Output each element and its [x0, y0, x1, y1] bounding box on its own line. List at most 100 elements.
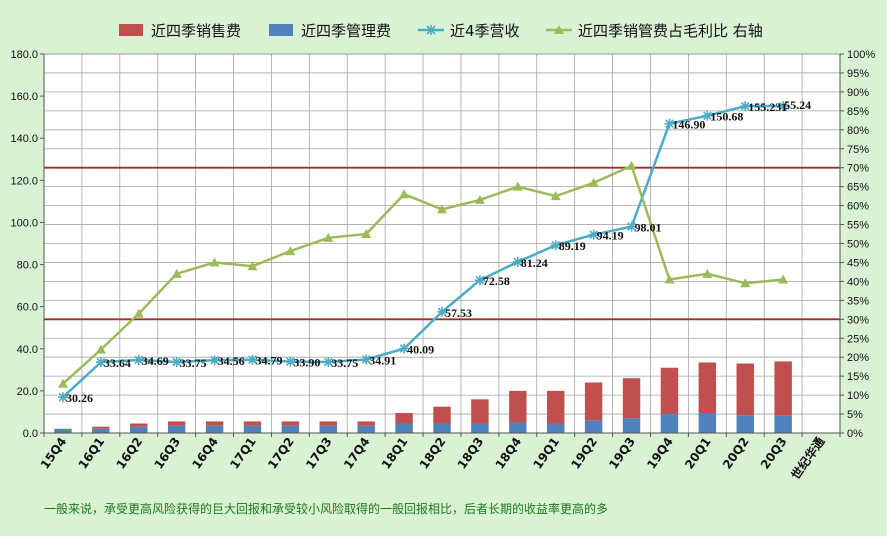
footnote: 一般来说，承受更高风险获得的巨大回报和承受较小风险取得的一般回报相比，后者长期的… [44, 501, 608, 516]
legend-swatch [119, 24, 143, 36]
admin-expense-bar [205, 425, 224, 433]
revenue-data-label: 34.69 [142, 354, 169, 368]
legend-label: 近四季销售费 [151, 22, 241, 40]
ratio-point [702, 268, 713, 278]
sales-expense-bar [54, 428, 72, 430]
revenue-point [626, 221, 637, 232]
admin-expense-bar [433, 423, 451, 433]
y2-tick-label: 75% [847, 144, 869, 156]
ratio-point [399, 189, 410, 199]
ratio-line [62, 164, 784, 385]
revenue-point [664, 118, 675, 129]
ratio-point [209, 257, 220, 267]
admin-expense-bar [92, 428, 110, 433]
revenue-data-label: 33.90 [293, 356, 320, 370]
y-tick-label: 0.0 [23, 428, 38, 440]
revenue-point [778, 101, 789, 112]
sales-expense-bar [130, 423, 148, 427]
admin-expense-bar [698, 412, 717, 433]
admin-expense-bar [281, 425, 300, 433]
y-tick-label: 140.0 [10, 133, 38, 145]
revenue-point [95, 357, 106, 368]
y2-tick-label: 60% [847, 201, 869, 213]
y2-tick-label: 55% [847, 220, 869, 232]
y-tick-label: 160.0 [10, 91, 38, 103]
ratio-point [247, 261, 258, 271]
revenue-data-label: 34.91 [369, 353, 396, 367]
admin-expense-bar [395, 423, 413, 433]
revenue-point [512, 256, 523, 267]
admin-expense-bar [471, 423, 489, 433]
ratio-point [588, 177, 599, 187]
revenue-point [474, 275, 485, 286]
sales-expense-bar [698, 362, 717, 413]
y-tick-label: 60.0 [17, 302, 38, 314]
admin-expense-bar [584, 420, 603, 433]
sales-expense-bar [319, 421, 338, 426]
admin-expense-bar [54, 429, 72, 433]
ratio-point [550, 191, 561, 201]
revenue-data-label: 34.79 [255, 354, 282, 368]
ratio-point [626, 160, 637, 170]
revenue-data-label: 72.58 [483, 274, 510, 288]
revenue-point [740, 101, 751, 112]
ratio-point [437, 204, 447, 214]
revenue-point [57, 392, 68, 403]
revenue-point [702, 110, 713, 121]
ratio-point [512, 181, 523, 191]
ratio-point [474, 194, 485, 204]
legend-label: 近4季营收 [450, 22, 520, 40]
revenue-data-label: 98.01 [635, 221, 662, 235]
y-tick-label: 120.0 [10, 175, 38, 187]
ratio-point [361, 229, 372, 239]
revenue-data-label: 81.24 [521, 256, 548, 270]
sales-expense-bar [433, 406, 451, 424]
y2-tick-label: 0% [847, 428, 863, 440]
y-tick-label: 40.0 [17, 344, 38, 356]
y-tick-label: 20.0 [17, 386, 38, 398]
admin-expense-bar [546, 423, 565, 433]
sales-expense-bar [395, 412, 413, 424]
revenue-point [209, 355, 220, 366]
y2-tick-label: 50% [847, 239, 869, 251]
ratio-point [740, 278, 751, 288]
revenue-data-label: 57.53 [445, 306, 472, 320]
admin-expense-bar [774, 415, 792, 433]
y2-tick-label: 95% [847, 68, 869, 80]
revenue-data-label: 155.231 [748, 100, 787, 114]
revenue-data-label: 33.75 [331, 356, 358, 370]
sales-expense-bar [243, 421, 262, 426]
admin-expense-bar [243, 425, 262, 433]
y2-tick-label: 70% [847, 163, 869, 175]
revenue-point [133, 354, 144, 365]
revenue-data-label: 55.24 [784, 98, 811, 112]
y2-tick-label: 85% [847, 106, 869, 118]
y2-tick-label: 100% [847, 49, 875, 61]
revenue-point [247, 354, 258, 365]
revenue-point [171, 356, 182, 367]
revenue-point [323, 356, 334, 367]
ratio-point [778, 274, 789, 284]
y-tick-label: 100.0 [10, 217, 38, 229]
sales-expense-bar [736, 363, 754, 416]
sales-expense-bar [92, 426, 110, 429]
ratio-point [171, 268, 182, 278]
legend-swatch [269, 24, 293, 36]
y2-tick-label: 15% [847, 371, 869, 383]
admin-expense-bar [167, 425, 186, 433]
sales-expense-bar [622, 378, 641, 419]
y2-tick-label: 10% [847, 390, 869, 402]
revenue-point [588, 229, 599, 240]
admin-expense-bar [130, 426, 148, 433]
revenue-data-label: 34.56 [218, 354, 245, 368]
admin-expense-bar [622, 418, 641, 433]
legend: 近四季销售费 近四季管理费 近4季营收 近四季销管费占毛利比 右轴 [119, 22, 763, 40]
y2-tick-label: 30% [847, 314, 869, 326]
reference-lines [44, 166, 840, 321]
y2-tick-label: 35% [847, 295, 869, 307]
y2-tick-label: 45% [847, 257, 869, 269]
sales-expense-bar [660, 367, 679, 415]
data-labels: 30.26 33.64 34.69 33.75 34.56 34.79 33.90 33.75… [66, 98, 811, 405]
series-markers [57, 101, 789, 403]
